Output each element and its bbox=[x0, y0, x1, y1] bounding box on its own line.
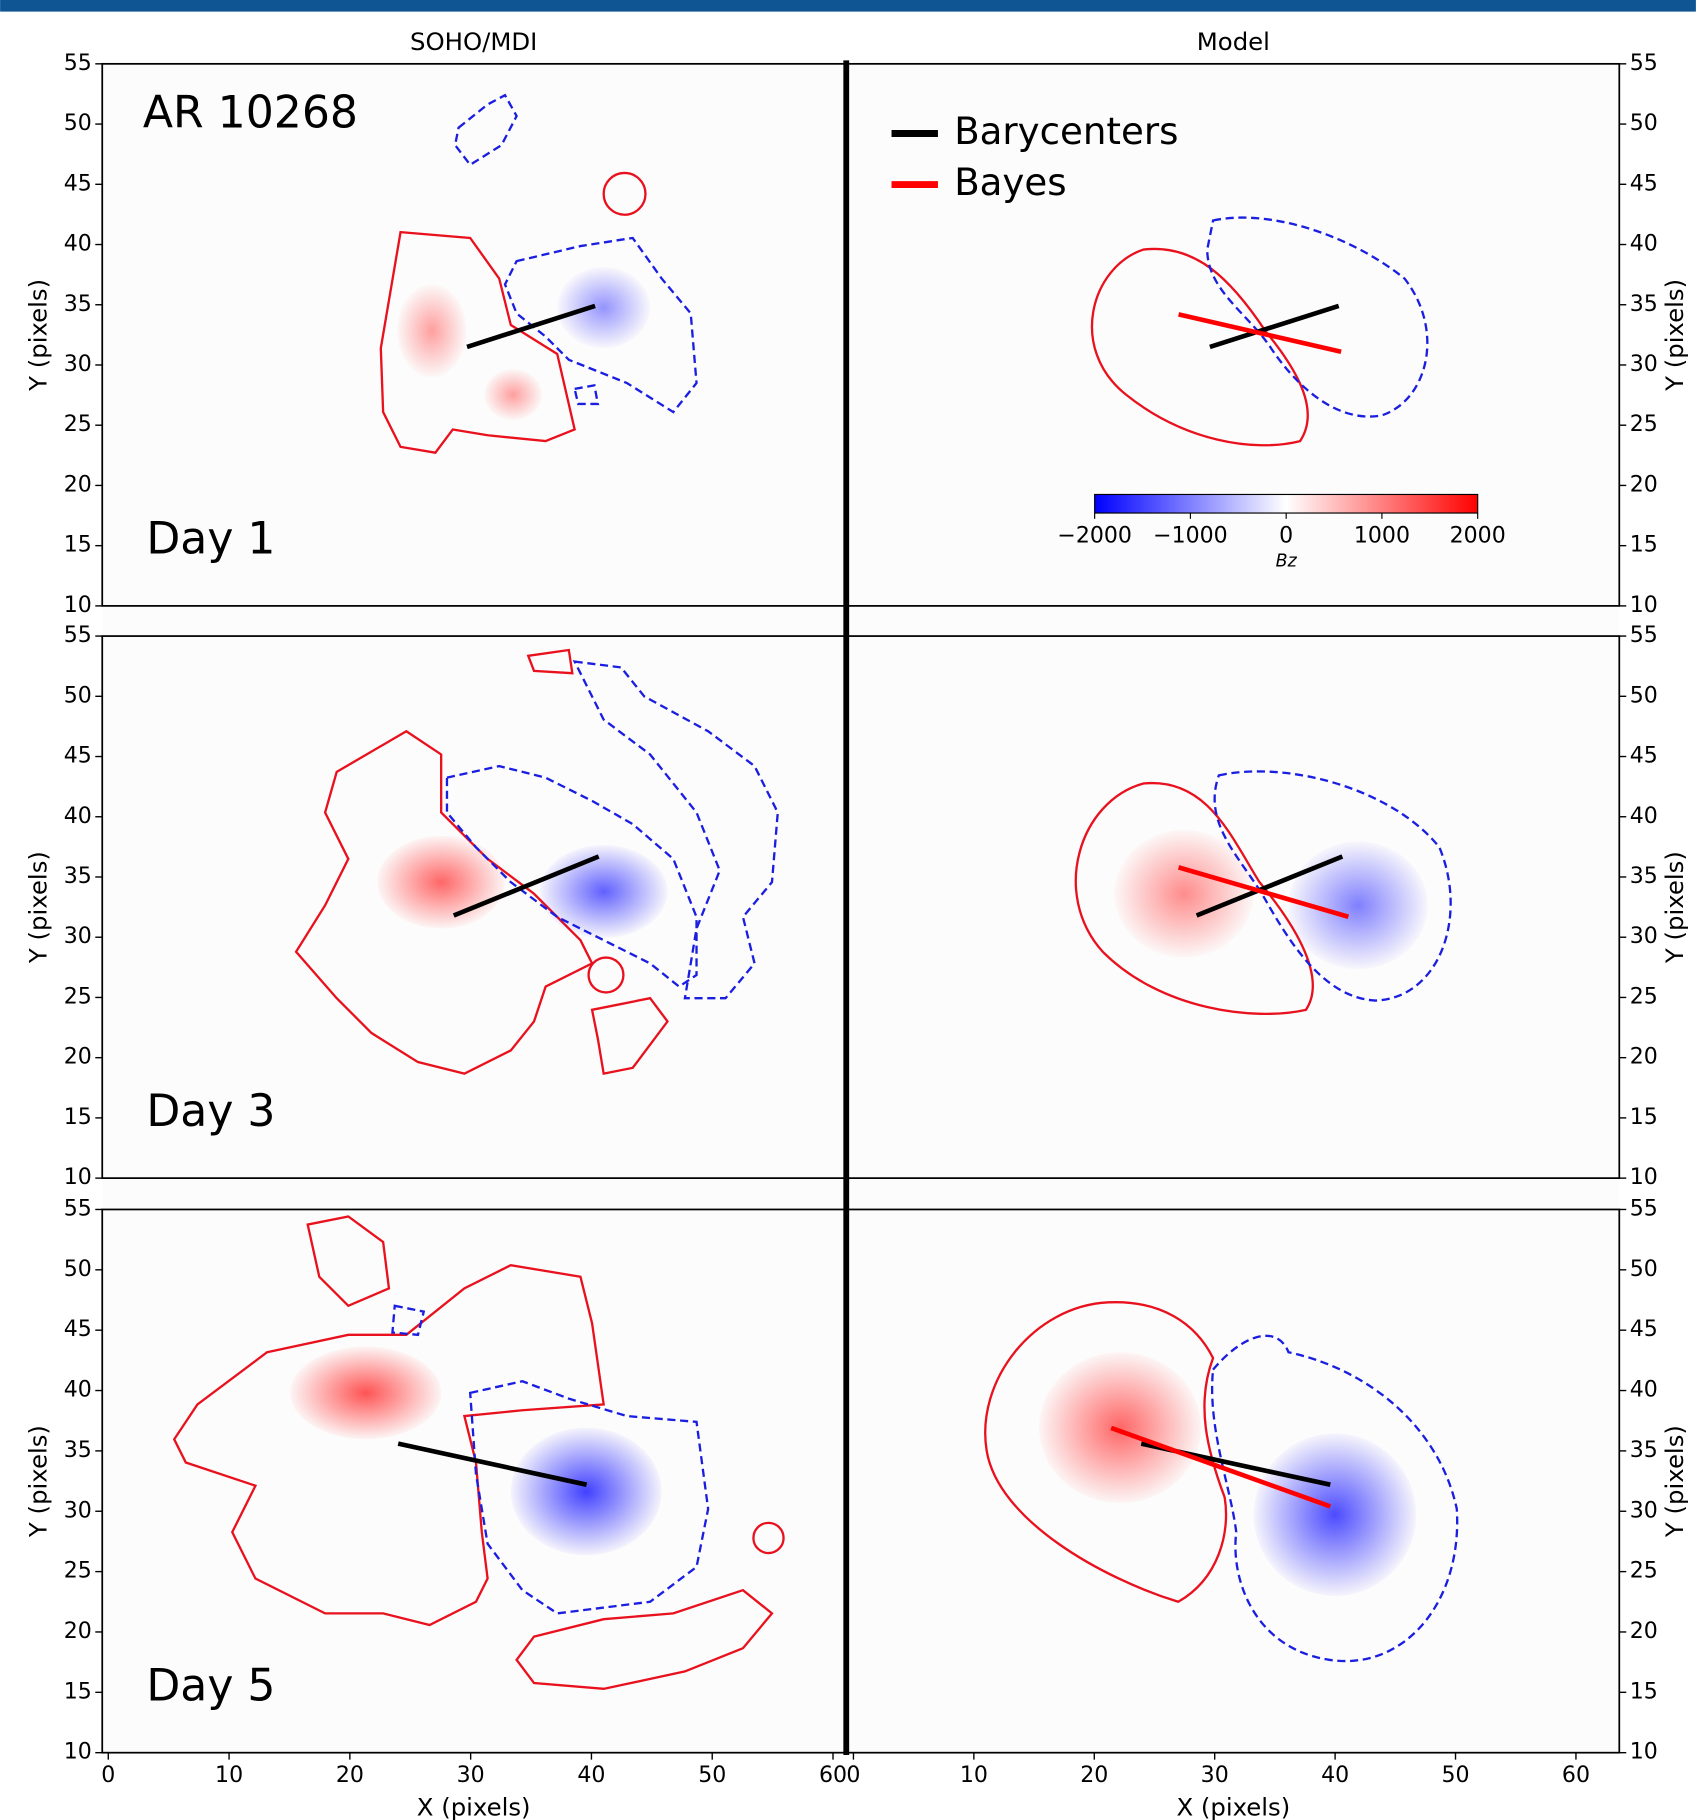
panel-title: SOHO/MDI bbox=[410, 27, 537, 56]
y-tick-label: 15 bbox=[64, 1105, 92, 1130]
y-tick-label: 45 bbox=[64, 744, 92, 769]
colorbar-tick-label: −2000 bbox=[1057, 523, 1132, 548]
y-axis-label: Y (pixels) bbox=[24, 851, 53, 964]
legend-label: Bayes bbox=[954, 161, 1066, 204]
x-axis-label: X (pixels) bbox=[417, 1792, 531, 1820]
y-tick-label: 55 bbox=[64, 51, 92, 76]
x-tick-label: 40 bbox=[1321, 1763, 1349, 1788]
top-bar bbox=[0, 0, 1696, 12]
x-tick-label: 60 bbox=[1562, 1763, 1590, 1788]
y-tick-label: 30 bbox=[64, 352, 92, 377]
y-tick-label: 25 bbox=[64, 984, 92, 1009]
y-tick-label: 45 bbox=[1630, 744, 1658, 769]
y-tick-label: 40 bbox=[1630, 1378, 1658, 1403]
colorbar-tick-label: 1000 bbox=[1354, 523, 1410, 548]
y-tick-label: 10 bbox=[1630, 1165, 1658, 1190]
colorbar-tick-label: 0 bbox=[1279, 523, 1293, 548]
y-axis-label: Y (pixels) bbox=[1660, 1425, 1689, 1538]
y-tick-label: 35 bbox=[1630, 1438, 1658, 1463]
y-tick-label: 55 bbox=[1630, 51, 1658, 76]
y-tick-label: 10 bbox=[1630, 593, 1658, 618]
annotation: Day 1 bbox=[146, 514, 275, 565]
y-tick-label: 40 bbox=[1630, 232, 1658, 257]
y-tick-label: 10 bbox=[1630, 1740, 1658, 1765]
x-tick-label: 60 bbox=[819, 1763, 847, 1788]
y-tick-label: 50 bbox=[1630, 1257, 1658, 1282]
y-tick-label: 30 bbox=[64, 1498, 92, 1523]
x-tick-label: 0 bbox=[846, 1763, 860, 1788]
y-tick-label: 55 bbox=[1630, 1196, 1658, 1221]
colorbar bbox=[1095, 494, 1478, 513]
annotation: Day 3 bbox=[146, 1086, 275, 1137]
y-tick-label: 45 bbox=[64, 1317, 92, 1342]
annotation: AR 10268 bbox=[143, 88, 358, 139]
x-tick-label: 0 bbox=[101, 1763, 115, 1788]
y-tick-label: 30 bbox=[64, 924, 92, 949]
y-tick-label: 35 bbox=[64, 292, 92, 317]
y-tick-label: 30 bbox=[1630, 1498, 1658, 1523]
panel-title: Model bbox=[1197, 27, 1270, 56]
y-tick-label: 35 bbox=[64, 864, 92, 889]
y-tick-label: 55 bbox=[64, 623, 92, 648]
y-tick-label: 20 bbox=[64, 1619, 92, 1644]
legend-label: Barycenters bbox=[954, 110, 1178, 153]
y-tick-label: 50 bbox=[64, 1257, 92, 1282]
y-axis-label: Y (pixels) bbox=[1660, 851, 1689, 964]
y-tick-label: 25 bbox=[1630, 412, 1658, 437]
y-tick-label: 40 bbox=[64, 1378, 92, 1403]
y-axis-label: Y (pixels) bbox=[1660, 279, 1689, 392]
y-axis-label: Y (pixels) bbox=[24, 1425, 53, 1538]
y-tick-label: 50 bbox=[64, 111, 92, 136]
x-tick-label: 20 bbox=[1080, 1763, 1108, 1788]
colorbar-tick-label: 2000 bbox=[1450, 523, 1506, 548]
y-tick-label: 25 bbox=[1630, 1559, 1658, 1584]
y-tick-label: 15 bbox=[1630, 1105, 1658, 1130]
y-tick-label: 55 bbox=[1630, 623, 1658, 648]
y-tick-label: 10 bbox=[64, 593, 92, 618]
y-tick-label: 50 bbox=[1630, 683, 1658, 708]
y-tick-label: 15 bbox=[64, 533, 92, 558]
x-tick-label: 50 bbox=[698, 1763, 726, 1788]
y-tick-label: 25 bbox=[1630, 984, 1658, 1009]
y-tick-label: 20 bbox=[1630, 1045, 1658, 1070]
y-tick-label: 20 bbox=[1630, 472, 1658, 497]
y-tick-label: 30 bbox=[1630, 352, 1658, 377]
y-tick-label: 15 bbox=[1630, 1679, 1658, 1704]
y-tick-label: 20 bbox=[64, 472, 92, 497]
y-tick-label: 50 bbox=[1630, 111, 1658, 136]
y-tick-label: 45 bbox=[1630, 171, 1658, 196]
y-tick-label: 15 bbox=[1630, 533, 1658, 558]
y-tick-label: 20 bbox=[64, 1045, 92, 1070]
y-tick-label: 45 bbox=[1630, 1317, 1658, 1342]
y-tick-label: 15 bbox=[64, 1679, 92, 1704]
y-tick-label: 40 bbox=[64, 232, 92, 257]
y-tick-label: 40 bbox=[64, 804, 92, 829]
y-tick-label: 40 bbox=[1630, 804, 1658, 829]
x-tick-label: 30 bbox=[1201, 1763, 1229, 1788]
y-tick-label: 25 bbox=[64, 412, 92, 437]
y-tick-label: 10 bbox=[64, 1165, 92, 1190]
y-tick-label: 35 bbox=[64, 1438, 92, 1463]
colorbar-tick-label: −1000 bbox=[1153, 523, 1228, 548]
y-tick-label: 45 bbox=[64, 171, 92, 196]
x-tick-label: 10 bbox=[215, 1763, 243, 1788]
y-axis-label: Y (pixels) bbox=[24, 279, 53, 392]
y-tick-label: 25 bbox=[64, 1559, 92, 1584]
y-tick-label: 35 bbox=[1630, 864, 1658, 889]
y-tick-label: 50 bbox=[64, 683, 92, 708]
x-tick-label: 40 bbox=[577, 1763, 605, 1788]
x-axis-label: X (pixels) bbox=[1176, 1792, 1290, 1820]
y-tick-label: 20 bbox=[1630, 1619, 1658, 1644]
x-tick-label: 30 bbox=[457, 1763, 485, 1788]
y-tick-label: 55 bbox=[64, 1196, 92, 1221]
y-tick-label: 10 bbox=[64, 1740, 92, 1765]
y-tick-label: 30 bbox=[1630, 924, 1658, 949]
x-tick-label: 20 bbox=[336, 1763, 364, 1788]
annotation: Day 5 bbox=[146, 1660, 275, 1711]
y-tick-label: 35 bbox=[1630, 292, 1658, 317]
x-tick-label: 50 bbox=[1441, 1763, 1469, 1788]
x-tick-label: 10 bbox=[960, 1763, 988, 1788]
colorbar-label: Bz bbox=[1276, 551, 1298, 571]
figure: 10 15 20 25 30 35 40 45 50 55 SOHO/MDI Y (pixels) AR… bbox=[0, 0, 1696, 1820]
